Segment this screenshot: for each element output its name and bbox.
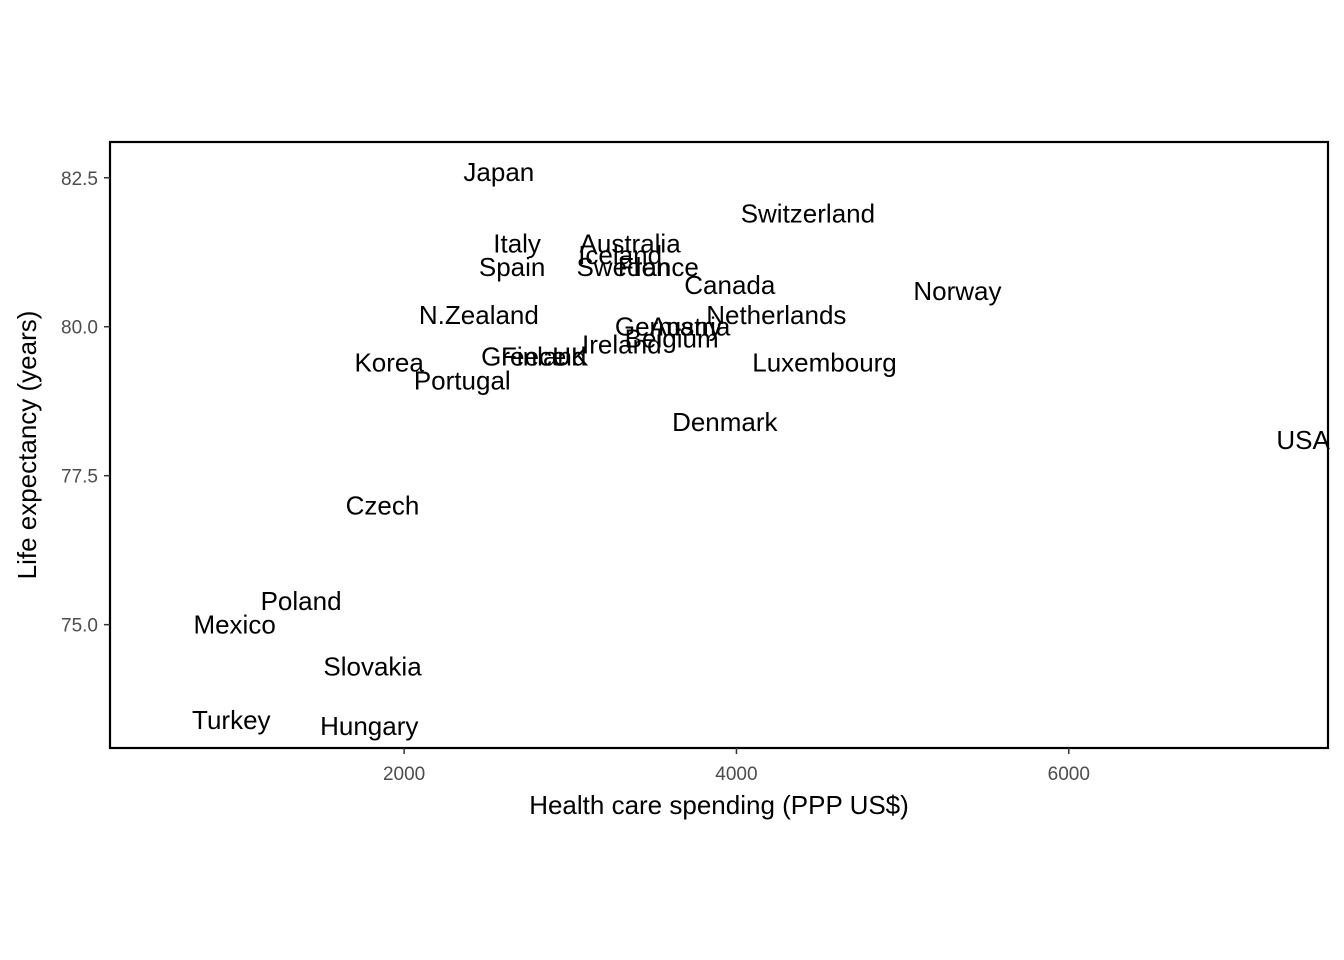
point-label: USA <box>1276 425 1330 455</box>
point-label: Slovakia <box>323 651 422 681</box>
point-label: Poland <box>261 586 342 616</box>
point-label: N.Zealand <box>419 300 539 330</box>
point-label: Korea <box>354 347 424 377</box>
point-label: Canada <box>684 270 776 300</box>
x-tick-label: 2000 <box>383 764 425 785</box>
point-label: Japan <box>463 157 534 187</box>
y-tick-label: 82.5 <box>61 169 98 190</box>
x-tick-label: 6000 <box>1048 764 1090 785</box>
point-label: Turkey <box>192 705 271 735</box>
point-label: Finland <box>501 342 586 372</box>
point-label: Italy <box>493 228 541 258</box>
point-label: Spain <box>479 252 546 282</box>
point-label: Greece <box>481 342 566 372</box>
point-label: Czech <box>346 490 420 520</box>
point-label: Austria <box>649 312 730 342</box>
y-axis: 75.0 77.5 80.0 82.5 <box>61 169 110 637</box>
point-label: Hungary <box>320 711 418 741</box>
y-axis-title: Life expectancy (years) <box>12 311 42 580</box>
y-tick-label: 77.5 <box>61 467 98 488</box>
point-label: Ireland <box>582 330 662 360</box>
point-label: Netherlands <box>706 300 846 330</box>
point-label: Belgium <box>625 324 719 354</box>
point-label: Germany <box>615 312 722 342</box>
point-label: Portugal <box>414 365 511 395</box>
x-axis: 2000 4000 6000 <box>383 748 1090 785</box>
y-tick-label: 75.0 <box>61 616 98 637</box>
point-label: France <box>618 252 699 282</box>
point-label: Luxembourg <box>752 347 897 377</box>
point-label: Denmark <box>672 407 778 437</box>
x-axis-title: Health care spending (PPP US$) <box>529 790 909 820</box>
point-label: Australia <box>580 228 682 258</box>
point-label: Norway <box>913 276 1001 306</box>
x-tick-label: 4000 <box>715 764 757 785</box>
point-label: UK <box>552 342 589 372</box>
point-label: Mexico <box>193 610 275 640</box>
point-label: Iceland <box>578 240 662 270</box>
point-label: Sweden <box>576 252 670 282</box>
y-tick-label: 80.0 <box>61 318 98 339</box>
point-label: Switzerland <box>741 199 875 229</box>
plot-panel-border <box>108 140 1330 750</box>
